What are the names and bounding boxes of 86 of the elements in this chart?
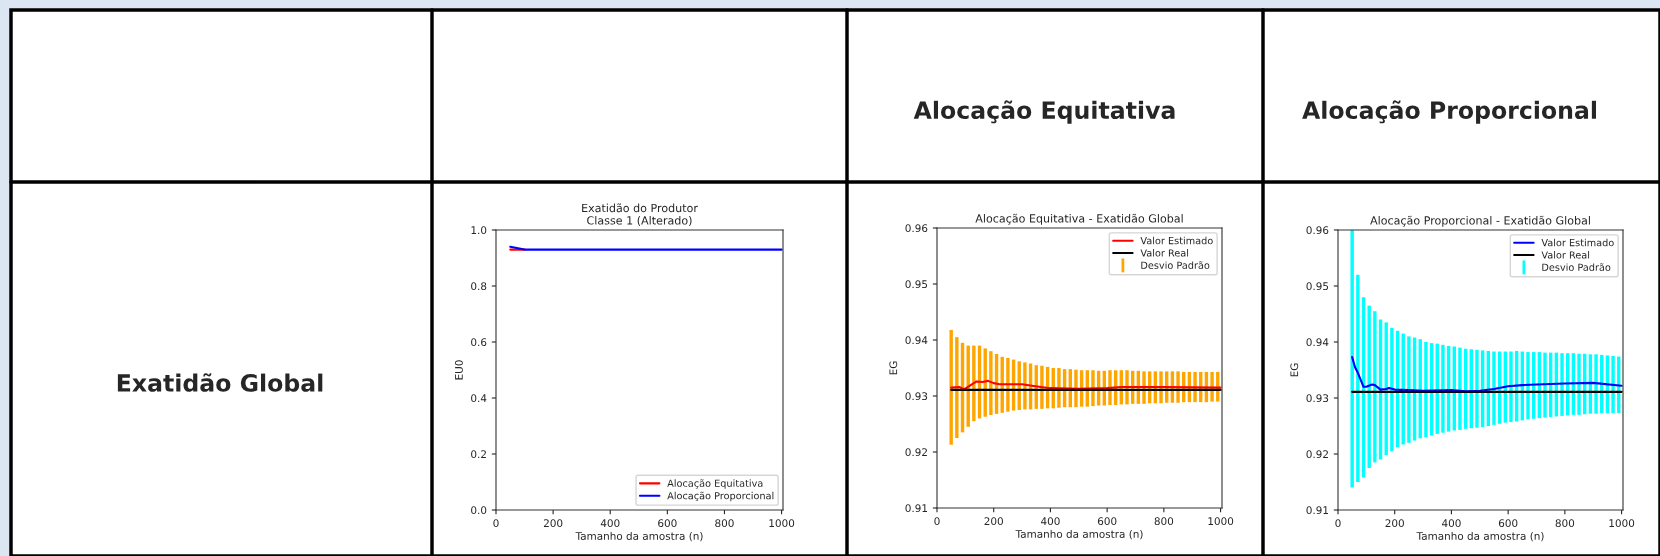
y-tick-label: 0.6 bbox=[471, 338, 487, 347]
legend-label: Alocação Equitativa bbox=[667, 479, 763, 489]
legend-label: Valor Real bbox=[1541, 251, 1590, 259]
bar bbox=[1356, 274, 1360, 482]
y-tick-label: 0.95 bbox=[1306, 282, 1329, 291]
x-tick-label: 200 bbox=[984, 517, 1003, 526]
bar bbox=[1560, 353, 1564, 416]
bar bbox=[1424, 342, 1428, 438]
text: Exatidão Global bbox=[117, 373, 323, 392]
y-tick-label: 0.2 bbox=[471, 450, 486, 459]
text: Alocação Proporcional bbox=[1302, 100, 1596, 124]
y-axis-title: EU0 bbox=[454, 360, 463, 380]
y-tick-label: 0.8 bbox=[471, 282, 487, 291]
bar bbox=[1509, 351, 1513, 423]
y-tick-label: 0.95 bbox=[905, 280, 928, 289]
bar bbox=[1367, 305, 1371, 468]
legend-label: Valor Estimado bbox=[1541, 238, 1614, 247]
bar bbox=[1350, 230, 1354, 488]
bar bbox=[1441, 344, 1445, 433]
legend-label: Alocação Proporcional bbox=[667, 491, 774, 502]
y-tick-label: 0.96 bbox=[905, 224, 928, 233]
y-tick-label: 0.94 bbox=[905, 336, 928, 345]
bar bbox=[1040, 365, 1044, 409]
x-tick-label: 0 bbox=[493, 519, 499, 528]
bar bbox=[989, 351, 993, 416]
y-tick-label: 0.96 bbox=[1306, 226, 1329, 235]
y-tick-label: 0.92 bbox=[1306, 450, 1328, 459]
chart-title: Exatidão do Produtor Classe 1 (Alterado) bbox=[582, 203, 698, 226]
x-tick-label: 200 bbox=[1385, 519, 1404, 528]
bar bbox=[966, 345, 970, 427]
y-tick-label: 0.91 bbox=[905, 504, 928, 513]
y-tick-label: 0.92 bbox=[905, 448, 927, 457]
bar bbox=[1594, 354, 1598, 414]
y-tick-label: 0.91 bbox=[1306, 506, 1329, 515]
y-tick-label: 0.93 bbox=[905, 392, 928, 401]
x-tick-label: 400 bbox=[600, 519, 620, 528]
bar bbox=[955, 337, 959, 438]
y-tick-label: 0.94 bbox=[1306, 338, 1329, 347]
x-tick-label: 800 bbox=[1555, 519, 1575, 528]
x-axis-title: Tamanho da amostra (n) bbox=[1416, 531, 1544, 542]
y-tick-label: 0.0 bbox=[471, 506, 487, 515]
bar bbox=[1526, 352, 1530, 420]
bar bbox=[1577, 353, 1581, 415]
x-tick-label: 600 bbox=[1097, 517, 1117, 526]
x-tick-label: 1000 bbox=[1609, 519, 1635, 528]
bar bbox=[972, 345, 976, 422]
y-tick-label: 0.93 bbox=[1306, 394, 1329, 403]
x-tick-label: 600 bbox=[1498, 519, 1518, 528]
legend-label: Desvio Padrão bbox=[1542, 263, 1611, 271]
bar bbox=[1057, 368, 1061, 408]
x-tick-label: 0 bbox=[934, 517, 940, 526]
chart-title: Alocação Proporcional - Exatidão Global bbox=[1370, 215, 1590, 227]
x-tick-label: 1000 bbox=[769, 519, 795, 528]
bar bbox=[949, 329, 953, 445]
legend-label: Valor Estimado bbox=[1140, 236, 1213, 245]
bar bbox=[1023, 362, 1027, 410]
line-series bbox=[1351, 356, 1623, 393]
y-axis-title: EG bbox=[1290, 363, 1299, 377]
bar bbox=[1492, 351, 1496, 425]
y-tick-label: 1.0 bbox=[471, 226, 487, 235]
y-tick-label: 0.4 bbox=[471, 394, 487, 403]
legend-label: Desvio Padrão bbox=[1141, 261, 1210, 269]
y-axis-title: EG bbox=[889, 361, 898, 375]
chart-title: Alocação Equitativa - Exatidão Global bbox=[975, 213, 1183, 225]
x-tick-label: 400 bbox=[1442, 519, 1461, 528]
bar bbox=[1390, 328, 1394, 452]
x-tick-label: 800 bbox=[715, 519, 734, 528]
bar bbox=[1074, 369, 1078, 408]
text: Alocação Equitativa bbox=[913, 100, 1175, 124]
bar bbox=[1006, 357, 1010, 412]
bar bbox=[1611, 356, 1615, 414]
x-tick-label: 800 bbox=[1154, 517, 1174, 526]
x-tick-label: 0 bbox=[1335, 519, 1341, 528]
x-axis-title: Tamanho da amostra (n) bbox=[1015, 529, 1143, 540]
bar bbox=[1407, 336, 1411, 443]
bar bbox=[1458, 347, 1462, 430]
x-axis-title: Tamanho da amostra (n) bbox=[575, 531, 703, 542]
bar bbox=[1373, 311, 1377, 463]
x-tick-label: 400 bbox=[1041, 517, 1060, 526]
line-series bbox=[950, 379, 1222, 390]
x-tick-label: 1000 bbox=[1208, 517, 1234, 526]
bar bbox=[1475, 349, 1479, 428]
legend-label: Valor Real bbox=[1140, 249, 1189, 257]
bar bbox=[1543, 352, 1547, 418]
x-tick-label: 600 bbox=[658, 519, 677, 528]
x-tick-label: 200 bbox=[543, 519, 563, 528]
